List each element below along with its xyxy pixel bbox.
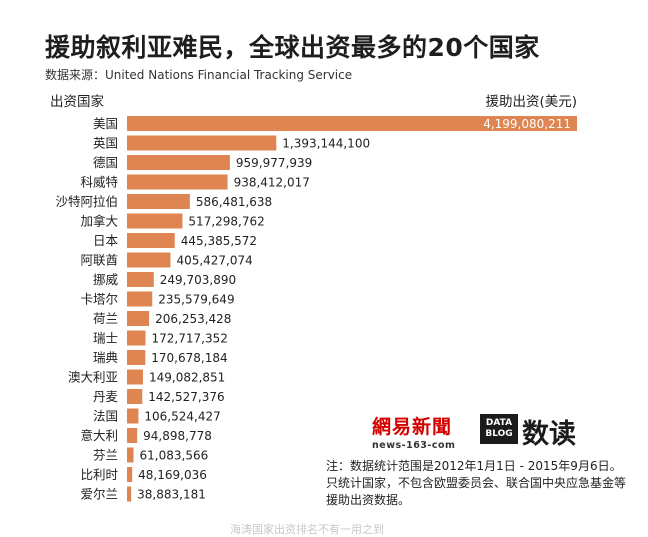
bar <box>127 116 577 131</box>
bar <box>127 155 230 170</box>
netease-domain-text: news-163-com <box>372 440 456 451</box>
data-source-note: 数据来源：United Nations Financial Tracking S… <box>45 68 353 82</box>
bar <box>127 194 190 209</box>
bar <box>127 311 150 326</box>
bar <box>127 213 183 229</box>
bar-group: 美国 4,199,080,211 英国 1,393,144,100 德国 959,977,… <box>55 116 577 502</box>
netease-brand-text: 網易新聞 <box>372 416 453 438</box>
value-label: 445,385,572 <box>181 234 257 248</box>
value-label: 142,527,376 <box>148 390 224 404</box>
datablog-badge: DATA BLOG <box>480 414 518 444</box>
value-axis-header: 援助出资(美元) <box>485 94 577 110</box>
value-label: 170,678,184 <box>151 351 227 365</box>
bar <box>127 486 132 502</box>
category-label: 比利时 <box>80 467 118 482</box>
category-label: 爱尔兰 <box>80 487 118 502</box>
category-label: 瑞典 <box>93 350 118 365</box>
footnote: 注：数据统计范围是2012年1月1日 - 2015年9月6日。只统计国家，不包含… <box>326 459 627 507</box>
bar <box>127 447 134 463</box>
category-label: 意大利 <box>80 428 118 443</box>
bar <box>127 291 153 307</box>
netease-news-logo: 網易新聞 news-163-com <box>372 412 476 452</box>
value-label: 517,298,762 <box>188 215 264 229</box>
category-label: 科威特 <box>80 175 118 190</box>
value-label: 938,412,017 <box>234 176 310 190</box>
value-label: 235,579,649 <box>158 293 234 307</box>
bar <box>127 272 154 287</box>
datablog-word: 数读 <box>522 419 576 450</box>
value-label: 149,082,851 <box>149 371 225 385</box>
category-label: 日本 <box>93 233 119 248</box>
value-label: 249,703,890 <box>160 273 236 287</box>
value-label: 959,977,939 <box>236 156 312 170</box>
category-label: 芬兰 <box>93 448 118 463</box>
category-label: 沙特阿拉伯 <box>55 194 118 209</box>
bar <box>127 233 175 248</box>
watermark-text: 海涛国家出资排名不有一用之到 <box>230 523 384 536</box>
bar <box>127 135 277 151</box>
bar <box>127 467 133 482</box>
value-label: 405,427,074 <box>176 254 252 268</box>
category-label: 瑞士 <box>93 331 118 346</box>
chart-title: 援助叙利亚难民，全球出资最多的20个国家 <box>45 33 540 62</box>
bar <box>127 389 143 404</box>
bar <box>127 428 138 443</box>
bar <box>127 369 143 385</box>
bar <box>127 252 171 268</box>
category-label: 卡塔尔 <box>80 292 118 307</box>
bar <box>127 350 146 365</box>
value-label: 94,898,778 <box>143 429 212 443</box>
bar <box>127 408 139 424</box>
category-label: 丹麦 <box>93 389 119 404</box>
category-label: 挪威 <box>93 272 119 287</box>
category-axis-header: 出资国家 <box>50 93 104 110</box>
category-label: 加拿大 <box>80 214 118 229</box>
value-label: 38,883,181 <box>137 488 206 502</box>
category-label: 德国 <box>93 155 118 170</box>
bar <box>127 174 228 190</box>
bar <box>127 330 146 346</box>
category-label: 法国 <box>93 409 118 424</box>
value-label: 206,253,428 <box>155 312 231 326</box>
value-label: 172,717,352 <box>152 332 228 346</box>
value-label: 586,481,638 <box>196 195 272 209</box>
value-label: 106,524,427 <box>144 410 220 424</box>
value-label: 1,393,144,100 <box>282 137 370 151</box>
category-label: 澳大利亚 <box>68 370 118 385</box>
category-label: 美国 <box>93 116 118 131</box>
value-label: 61,083,566 <box>140 449 209 463</box>
category-label: 阿联酋 <box>80 253 118 268</box>
category-label: 英国 <box>93 136 118 151</box>
category-label: 荷兰 <box>93 311 118 326</box>
value-label: 4,199,080,211 <box>483 117 571 131</box>
value-label: 48,169,036 <box>138 468 207 482</box>
